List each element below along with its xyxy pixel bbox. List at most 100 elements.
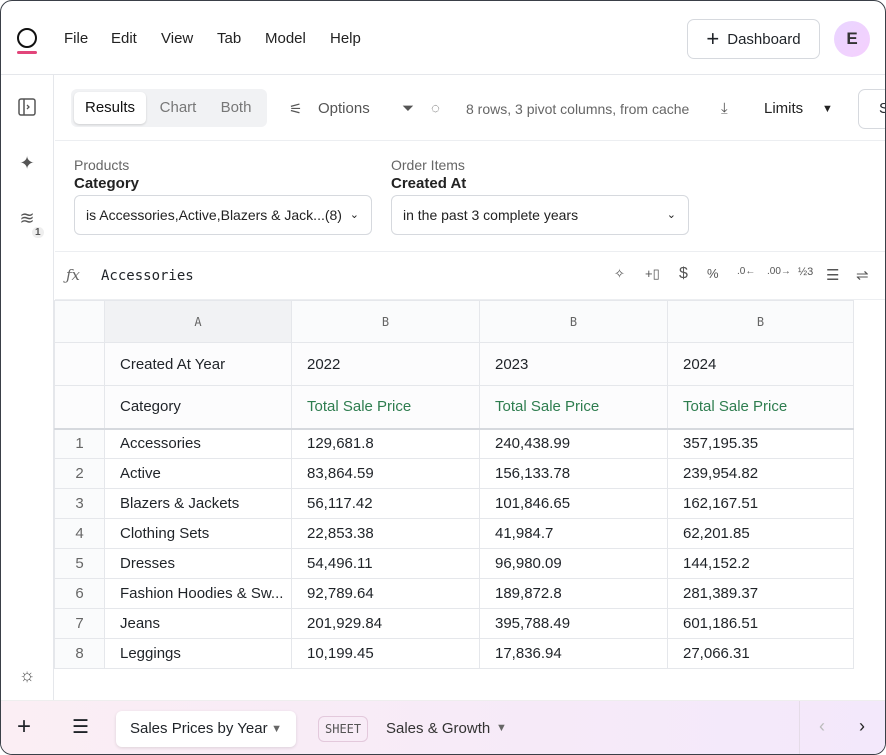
row-number[interactable]: 6 <box>54 578 105 609</box>
value-cell[interactable]: 27,066.31 <box>667 638 854 669</box>
value-cell[interactable]: 240,438.99 <box>479 428 668 459</box>
add-column-icon[interactable]: +▯ <box>645 266 660 281</box>
sparkles-icon[interactable]: ✦ <box>19 153 35 173</box>
value-cell[interactable]: 101,846.65 <box>479 488 668 519</box>
row-number[interactable]: 5 <box>54 548 105 579</box>
filter-sparkle-icon[interactable]: ⏷ <box>402 100 415 117</box>
category-cell[interactable]: Fashion Hoodies & Sw... <box>104 578 292 609</box>
wrap-text-icon[interactable]: ⇌ <box>856 267 869 284</box>
caret-down-icon[interactable]: ▼ <box>496 722 507 734</box>
category-filter-select[interactable]: is Accessories,Active,Blazers & Jack...(… <box>74 195 372 235</box>
tab-chart[interactable]: Chart <box>159 99 197 116</box>
row-number[interactable]: 4 <box>54 518 105 549</box>
category-cell[interactable]: Blazers & Jackets <box>104 488 292 519</box>
menu-file[interactable]: File <box>64 30 89 47</box>
category-cell[interactable]: Leggings <box>104 638 292 669</box>
year-header[interactable]: 2023 <box>479 342 668 386</box>
cut-off-button[interactable]: S <box>858 89 885 129</box>
plus-icon: + <box>706 26 720 51</box>
value-cell[interactable]: 10,199.45 <box>291 638 480 669</box>
limits-caret-icon[interactable]: ▼ <box>822 103 833 115</box>
created-at-filter-select[interactable]: in the past 3 complete years ⌄ <box>391 195 689 235</box>
chat-sparkle-icon[interactable]: ◌ <box>431 100 440 117</box>
measure-header[interactable]: Total Sale Price <box>479 385 668 429</box>
row-number[interactable]: 3 <box>54 488 105 519</box>
value-cell[interactable]: 22,853.38 <box>291 518 480 549</box>
column-header[interactable]: B <box>667 300 854 343</box>
value-cell[interactable]: 96,980.09 <box>479 548 668 579</box>
scroll-left-icon[interactable]: ‹ <box>819 716 825 736</box>
value-cell[interactable]: 41,984.7 <box>479 518 668 549</box>
pivot-label[interactable]: Created At Year <box>104 342 292 386</box>
row-label-header[interactable]: Category <box>104 385 292 429</box>
value-cell[interactable]: 357,195.35 <box>667 428 854 459</box>
menu-edit[interactable]: Edit <box>111 30 137 47</box>
limits-button[interactable]: Limits <box>764 100 804 117</box>
number-format-icon[interactable]: ½3 <box>798 266 814 278</box>
increase-decimals-icon[interactable]: .00→ <box>767 266 791 277</box>
value-cell[interactable]: 54,496.11 <box>291 548 480 579</box>
category-cell[interactable]: Jeans <box>104 608 292 639</box>
results-table: A B B B Created At Year 2022 2023 2024 C… <box>54 300 854 669</box>
category-cell[interactable]: Accessories <box>104 428 292 459</box>
avatar[interactable]: E <box>834 21 870 57</box>
year-header[interactable]: 2024 <box>667 342 854 386</box>
tab-results[interactable]: Results <box>74 92 146 124</box>
add-tab-icon[interactable]: + <box>17 713 32 740</box>
percent-icon[interactable]: % <box>707 266 719 281</box>
category-cell[interactable]: Active <box>104 458 292 489</box>
row-number[interactable]: 1 <box>54 428 105 459</box>
column-header[interactable]: B <box>479 300 668 343</box>
value-cell[interactable]: 62,201.85 <box>667 518 854 549</box>
column-header[interactable]: B <box>291 300 480 343</box>
align-icon[interactable]: ☰ <box>826 267 840 284</box>
formula-input[interactable]: Accessories <box>101 268 194 284</box>
tab-both[interactable]: Both <box>220 99 252 116</box>
value-cell[interactable]: 56,117.42 <box>291 488 480 519</box>
row-number[interactable]: 7 <box>54 608 105 639</box>
currency-icon[interactable]: $ <box>679 265 688 282</box>
measure-header[interactable]: Total Sale Price <box>291 385 480 429</box>
value-cell[interactable]: 144,152.2 <box>667 548 854 579</box>
layers-icon[interactable]: ≋ <box>19 208 35 228</box>
year-header[interactable]: 2022 <box>291 342 480 386</box>
value-cell[interactable]: 92,789.64 <box>291 578 480 609</box>
row-number[interactable]: 2 <box>54 458 105 489</box>
sparkle-icon[interactable]: ✧ <box>614 266 625 281</box>
sheet-badge: SHEET <box>318 716 369 742</box>
row-number[interactable]: 8 <box>54 638 105 669</box>
menu-tab[interactable]: Tab <box>217 30 242 47</box>
value-cell[interactable]: 239,954.82 <box>667 458 854 489</box>
menu-view[interactable]: View <box>161 30 194 47</box>
value-cell[interactable]: 83,864.59 <box>291 458 480 489</box>
value-cell[interactable]: 129,681.8 <box>291 428 480 459</box>
category-cell[interactable]: Dresses <box>104 548 292 579</box>
tab-sales-prices-by-year[interactable]: Sales Prices by Year ▼ <box>116 711 296 747</box>
panel-toggle-icon[interactable] <box>15 97 39 121</box>
value-cell[interactable]: 162,167.51 <box>667 488 854 519</box>
value-cell[interactable]: 156,133.78 <box>479 458 668 489</box>
category-cell[interactable]: Clothing Sets <box>104 518 292 549</box>
tab-sales-growth[interactable]: Sales & Growth <box>386 720 491 737</box>
options-button[interactable]: Options <box>318 100 370 117</box>
value-cell[interactable]: 201,929.84 <box>291 608 480 639</box>
value-cell[interactable]: 17,836.94 <box>479 638 668 669</box>
value-cell[interactable]: 281,389.37 <box>667 578 854 609</box>
add-dashboard-button[interactable]: + Dashboard <box>687 19 820 59</box>
scroll-right-icon[interactable]: › <box>859 716 865 736</box>
logo-underline <box>17 51 37 54</box>
bug-icon[interactable]: ☼ <box>18 665 36 685</box>
decrease-decimals-icon[interactable]: .0← <box>737 266 756 277</box>
column-header[interactable]: A <box>104 300 292 343</box>
menu-model[interactable]: Model <box>265 30 306 47</box>
measure-header[interactable]: Total Sale Price <box>667 385 854 429</box>
caret-down-icon[interactable]: ▼ <box>271 723 282 735</box>
download-icon[interactable]: ⤓ <box>721 100 728 117</box>
value-cell[interactable]: 189,872.8 <box>479 578 668 609</box>
logo-icon[interactable] <box>17 28 37 48</box>
value-cell[interactable]: 395,788.49 <box>479 608 668 639</box>
menu-help[interactable]: Help <box>330 30 361 47</box>
status-text: 8 rows, 3 pivot columns, from cache <box>466 101 690 117</box>
value-cell[interactable]: 601,186.51 <box>667 608 854 639</box>
tab-list-icon[interactable]: ☰ <box>72 717 90 738</box>
